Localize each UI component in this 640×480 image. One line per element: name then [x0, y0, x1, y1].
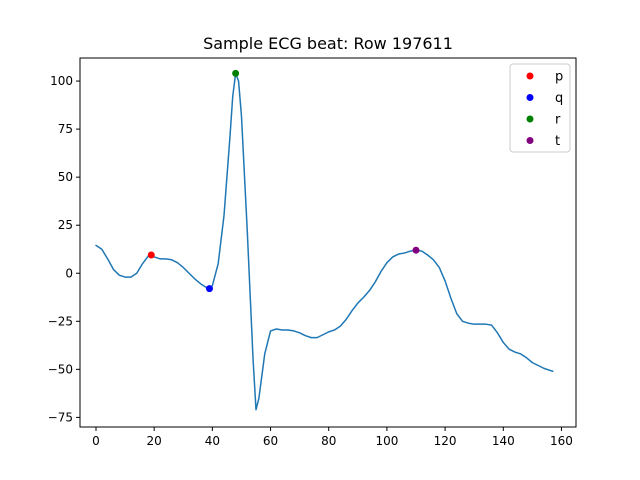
y-tick-label: 25	[58, 218, 73, 232]
marker-point-p	[147, 251, 155, 259]
y-tick-label: −25	[48, 314, 73, 328]
marker-point-t	[412, 246, 420, 254]
legend-box	[509, 63, 571, 153]
legend-swatch-r	[526, 115, 534, 123]
x-tick-label: 160	[550, 434, 573, 448]
chart-title: Sample ECG beat: Row 197611	[203, 34, 453, 53]
axes-frame	[79, 57, 577, 428]
legend-swatch-p	[526, 72, 534, 80]
legend-label-r: r	[555, 113, 561, 128]
marker-point-q	[205, 285, 213, 293]
x-tick-label: 20	[147, 434, 162, 448]
y-tick-label: 100	[50, 74, 73, 88]
y-tick-label: 0	[65, 266, 73, 280]
line-layer	[95, 72, 554, 411]
marker-point-r	[232, 69, 240, 77]
legend-label-q: q	[555, 91, 563, 106]
x-tick-label: 120	[434, 434, 457, 448]
legend-label-t: t	[555, 134, 560, 149]
x-tick-label: 80	[321, 434, 336, 448]
x-tick-label: 100	[375, 434, 398, 448]
y-tick-label: −50	[48, 362, 73, 376]
x-axis: 0 20 40 60 80 100 120 140 160	[92, 427, 573, 448]
y-axis: −75 −50 −25 0 25 50 75 100	[48, 74, 80, 424]
legend-swatch-t	[526, 137, 534, 144]
y-tick-label: 50	[58, 170, 73, 184]
x-tick-label: 40	[205, 434, 220, 448]
y-tick-label: −75	[48, 410, 73, 424]
x-tick-label: 140	[492, 434, 515, 448]
x-tick-label: 60	[263, 434, 278, 448]
marker-layer	[147, 69, 420, 293]
y-tick-label: 75	[58, 122, 73, 136]
plot-area	[79, 57, 577, 428]
ecg-series-line	[95, 72, 554, 411]
legend-swatch-q	[526, 94, 534, 101]
legend-label-p: p	[555, 70, 563, 85]
x-tick-label: 0	[92, 434, 100, 448]
